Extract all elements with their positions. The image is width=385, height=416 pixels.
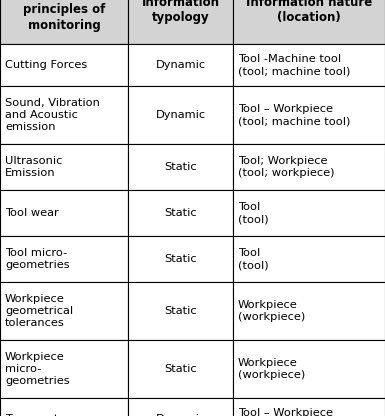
Bar [0, 340, 128, 398]
Text: Tool; Workpiece
(tool; workpiece): Tool; Workpiece (tool; workpiece) [238, 156, 335, 178]
Text: Physical
principles of
monitoring: Physical principles of monitoring [23, 0, 105, 32]
Bar [0, 144, 128, 190]
Text: Sound, Vibration
and Acoustic
emission: Sound, Vibration and Acoustic emission [5, 98, 100, 132]
Bar [0, 190, 128, 236]
Text: Temperature: Temperature [5, 414, 77, 416]
Bar [128, 236, 233, 282]
Bar [233, 190, 385, 236]
Bar [0, 398, 128, 416]
Text: Tool – Workpiece
(tool; workpiece): Tool – Workpiece (tool; workpiece) [238, 408, 335, 416]
Text: Information
typology: Information typology [142, 0, 219, 25]
Text: Static: Static [164, 306, 197, 316]
Bar [128, 190, 233, 236]
Bar [233, 236, 385, 282]
Bar [233, 340, 385, 398]
Bar [233, 282, 385, 340]
Text: Ultrasonic
Emission: Ultrasonic Emission [5, 156, 62, 178]
Text: Tool -Machine tool
(tool; machine tool): Tool -Machine tool (tool; machine tool) [238, 54, 350, 76]
Text: Workpiece
micro-
geometries: Workpiece micro- geometries [5, 352, 70, 386]
Bar [233, 0, 385, 44]
Bar [0, 282, 128, 340]
Bar [128, 144, 233, 190]
Text: Workpiece
(workpiece): Workpiece (workpiece) [238, 358, 305, 380]
Bar [233, 44, 385, 86]
Text: Tool
(tool): Tool (tool) [238, 248, 269, 270]
Text: Dynamic: Dynamic [156, 414, 206, 416]
Bar [128, 0, 233, 44]
Text: Dynamic: Dynamic [156, 60, 206, 70]
Bar [0, 0, 128, 44]
Bar [0, 236, 128, 282]
Text: Tool
(tool): Tool (tool) [238, 202, 269, 224]
Bar [128, 282, 233, 340]
Text: Tool wear: Tool wear [5, 208, 59, 218]
Text: Static: Static [164, 208, 197, 218]
Text: Static: Static [164, 162, 197, 172]
Text: Workpiece
geometrical
tolerances: Workpiece geometrical tolerances [5, 294, 73, 328]
Text: Static: Static [164, 364, 197, 374]
Bar [0, 44, 128, 86]
Bar [128, 86, 233, 144]
Text: Information nature
(location): Information nature (location) [246, 0, 372, 25]
Bar [233, 144, 385, 190]
Bar [128, 398, 233, 416]
Text: Tool micro-
geometries: Tool micro- geometries [5, 248, 70, 270]
Text: Static: Static [164, 254, 197, 264]
Bar [0, 86, 128, 144]
Bar [233, 398, 385, 416]
Bar [128, 340, 233, 398]
Text: Workpiece
(workpiece): Workpiece (workpiece) [238, 300, 305, 322]
Text: Dynamic: Dynamic [156, 110, 206, 120]
Text: Tool – Workpiece
(tool; machine tool): Tool – Workpiece (tool; machine tool) [238, 104, 350, 126]
Bar [233, 86, 385, 144]
Text: Cutting Forces: Cutting Forces [5, 60, 87, 70]
Bar [128, 44, 233, 86]
